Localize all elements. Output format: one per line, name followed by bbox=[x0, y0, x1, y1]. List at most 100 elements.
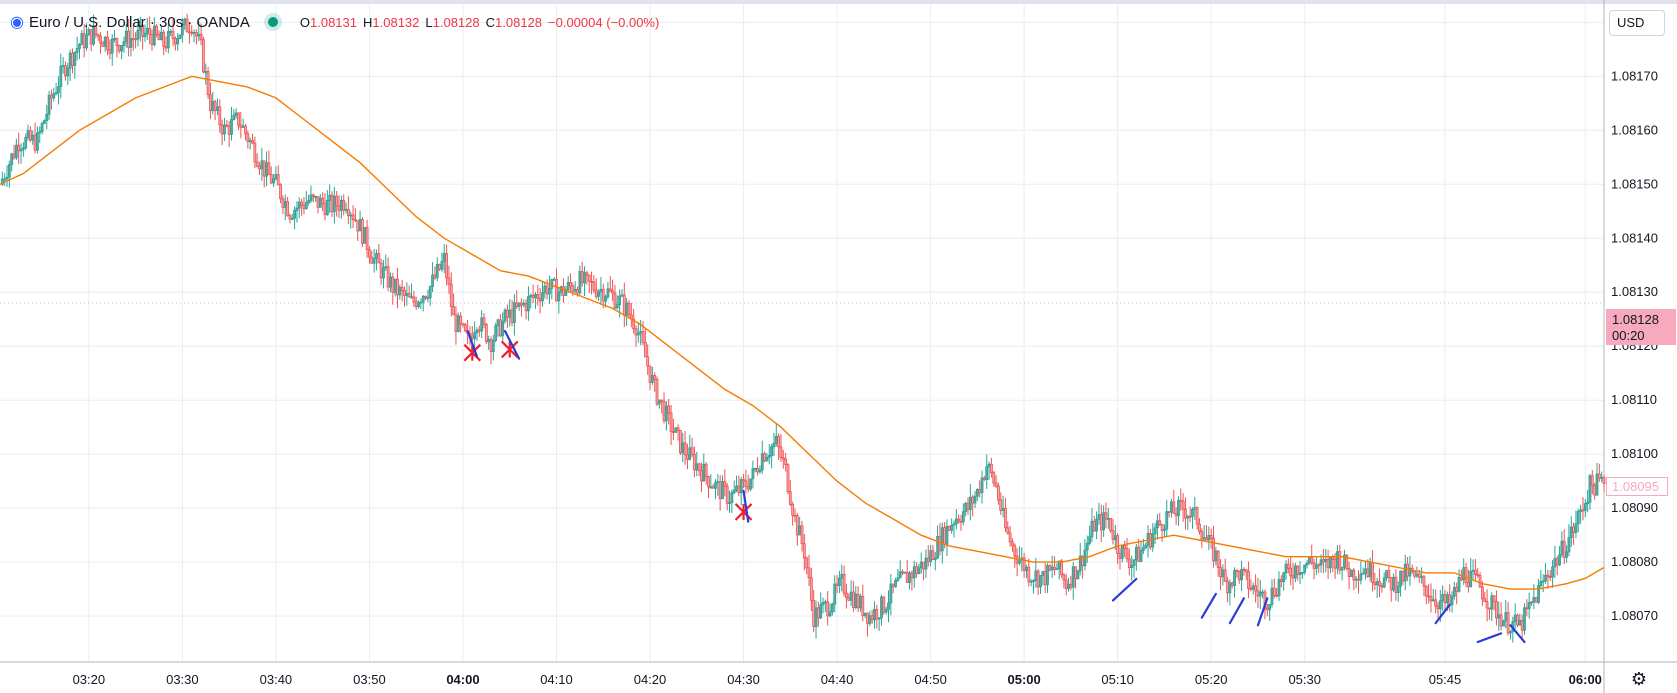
candle-body bbox=[1092, 520, 1096, 532]
candle-body bbox=[1123, 544, 1127, 549]
candle-body bbox=[566, 282, 570, 291]
candle-body bbox=[693, 453, 696, 471]
candle-body bbox=[470, 335, 474, 340]
candle-body bbox=[410, 296, 413, 299]
candle-body bbox=[620, 294, 624, 297]
candle-body bbox=[1064, 579, 1068, 589]
candle-body bbox=[52, 93, 56, 99]
candle-body bbox=[286, 201, 289, 217]
candle-body bbox=[445, 253, 448, 279]
candle-body bbox=[683, 442, 687, 456]
candle-body bbox=[244, 125, 247, 135]
ohlc-close-value: 1.08128 bbox=[495, 14, 543, 30]
candle-body bbox=[489, 339, 493, 352]
candle-body bbox=[1326, 558, 1330, 569]
candle-body bbox=[1132, 559, 1136, 566]
candle-body bbox=[262, 160, 266, 177]
candle-body bbox=[870, 615, 874, 621]
candle-body bbox=[103, 36, 107, 47]
candle-body bbox=[966, 502, 970, 510]
candle-body bbox=[714, 482, 717, 489]
candle-body bbox=[1366, 568, 1370, 577]
candle-body bbox=[171, 31, 175, 39]
currency-selector[interactable]: USD bbox=[1609, 10, 1665, 36]
candle-body bbox=[1205, 537, 1208, 541]
candle-body bbox=[891, 583, 895, 588]
candle-body bbox=[66, 67, 70, 77]
drawing-line bbox=[1509, 624, 1526, 644]
candle-body bbox=[440, 260, 444, 270]
candle-body bbox=[1254, 585, 1258, 592]
candle-body bbox=[80, 33, 84, 46]
candle-body bbox=[40, 123, 44, 133]
candle-body bbox=[232, 114, 236, 120]
candle-body bbox=[791, 503, 795, 516]
candle-body bbox=[1027, 566, 1031, 583]
price-change: −0.00004 (−0.00%) bbox=[548, 14, 660, 30]
candle-body bbox=[594, 289, 598, 297]
candle-body bbox=[1074, 566, 1077, 580]
ohlc-close-key: C bbox=[485, 14, 496, 30]
candle-body bbox=[592, 281, 596, 291]
y-tick-label: 1.08100 bbox=[1611, 446, 1658, 461]
candle-body bbox=[1004, 507, 1007, 529]
candle-body bbox=[157, 34, 161, 41]
candle-body bbox=[543, 285, 547, 293]
gear-icon[interactable]: ⚙ bbox=[1630, 669, 1648, 689]
candle-body bbox=[1029, 580, 1033, 583]
candle-body bbox=[973, 495, 977, 504]
candle-body bbox=[501, 320, 505, 337]
candle-body bbox=[339, 199, 343, 211]
candle-body bbox=[1441, 594, 1445, 602]
candle-body bbox=[695, 463, 699, 471]
candle-body bbox=[835, 583, 839, 586]
candle-body bbox=[707, 476, 710, 488]
candle-body bbox=[351, 214, 355, 220]
candle-body bbox=[1324, 558, 1328, 563]
candle-body bbox=[1006, 527, 1010, 534]
candle-body bbox=[1574, 523, 1578, 533]
ma-value-badge: 1.08095 bbox=[1606, 477, 1668, 496]
candle-body bbox=[26, 130, 30, 138]
candle-body bbox=[1481, 586, 1484, 600]
candle-body bbox=[679, 429, 682, 454]
candle-body bbox=[1497, 614, 1501, 619]
candle-body bbox=[929, 550, 933, 562]
candle-body bbox=[5, 176, 9, 180]
candle-body bbox=[1062, 574, 1066, 581]
candle-body bbox=[386, 266, 390, 288]
candle-body bbox=[1492, 595, 1496, 602]
candle-body bbox=[173, 38, 177, 45]
candle-body bbox=[1106, 517, 1110, 520]
candle-body bbox=[178, 34, 182, 39]
candle-body bbox=[735, 485, 738, 491]
candle-body bbox=[344, 208, 348, 211]
candle-body bbox=[96, 34, 100, 37]
candle-body bbox=[753, 468, 757, 470]
candle-body bbox=[372, 258, 376, 264]
candle-body bbox=[1268, 603, 1272, 611]
candle-body bbox=[1504, 612, 1508, 622]
candle-body bbox=[237, 112, 240, 126]
symbol-title[interactable]: Euro / U.S. Dollar · 30s · OANDA bbox=[28, 13, 250, 31]
x-tick-label: 05:00 bbox=[1008, 672, 1041, 687]
candle-body bbox=[896, 577, 900, 581]
candle-body bbox=[905, 571, 909, 583]
candle-body bbox=[1237, 571, 1241, 581]
candle-body bbox=[148, 28, 152, 35]
candle-body bbox=[1221, 569, 1225, 578]
candle-body bbox=[1258, 591, 1262, 597]
candle-body bbox=[524, 302, 528, 312]
candle-body bbox=[101, 42, 105, 47]
drawing-line bbox=[1476, 632, 1503, 644]
candle-body bbox=[915, 566, 918, 574]
candle-body bbox=[1354, 578, 1358, 581]
candle-body bbox=[1041, 571, 1045, 576]
symbol-legend[interactable]: ◉ Euro / U.S. Dollar · 30s · OANDA O 1.0… bbox=[10, 11, 659, 33]
candle-body bbox=[1422, 576, 1426, 587]
moving-average-line bbox=[0, 75, 1605, 590]
x-tick-label: 04:40 bbox=[821, 672, 854, 687]
candle-body bbox=[459, 315, 463, 325]
candle-body bbox=[781, 457, 785, 460]
